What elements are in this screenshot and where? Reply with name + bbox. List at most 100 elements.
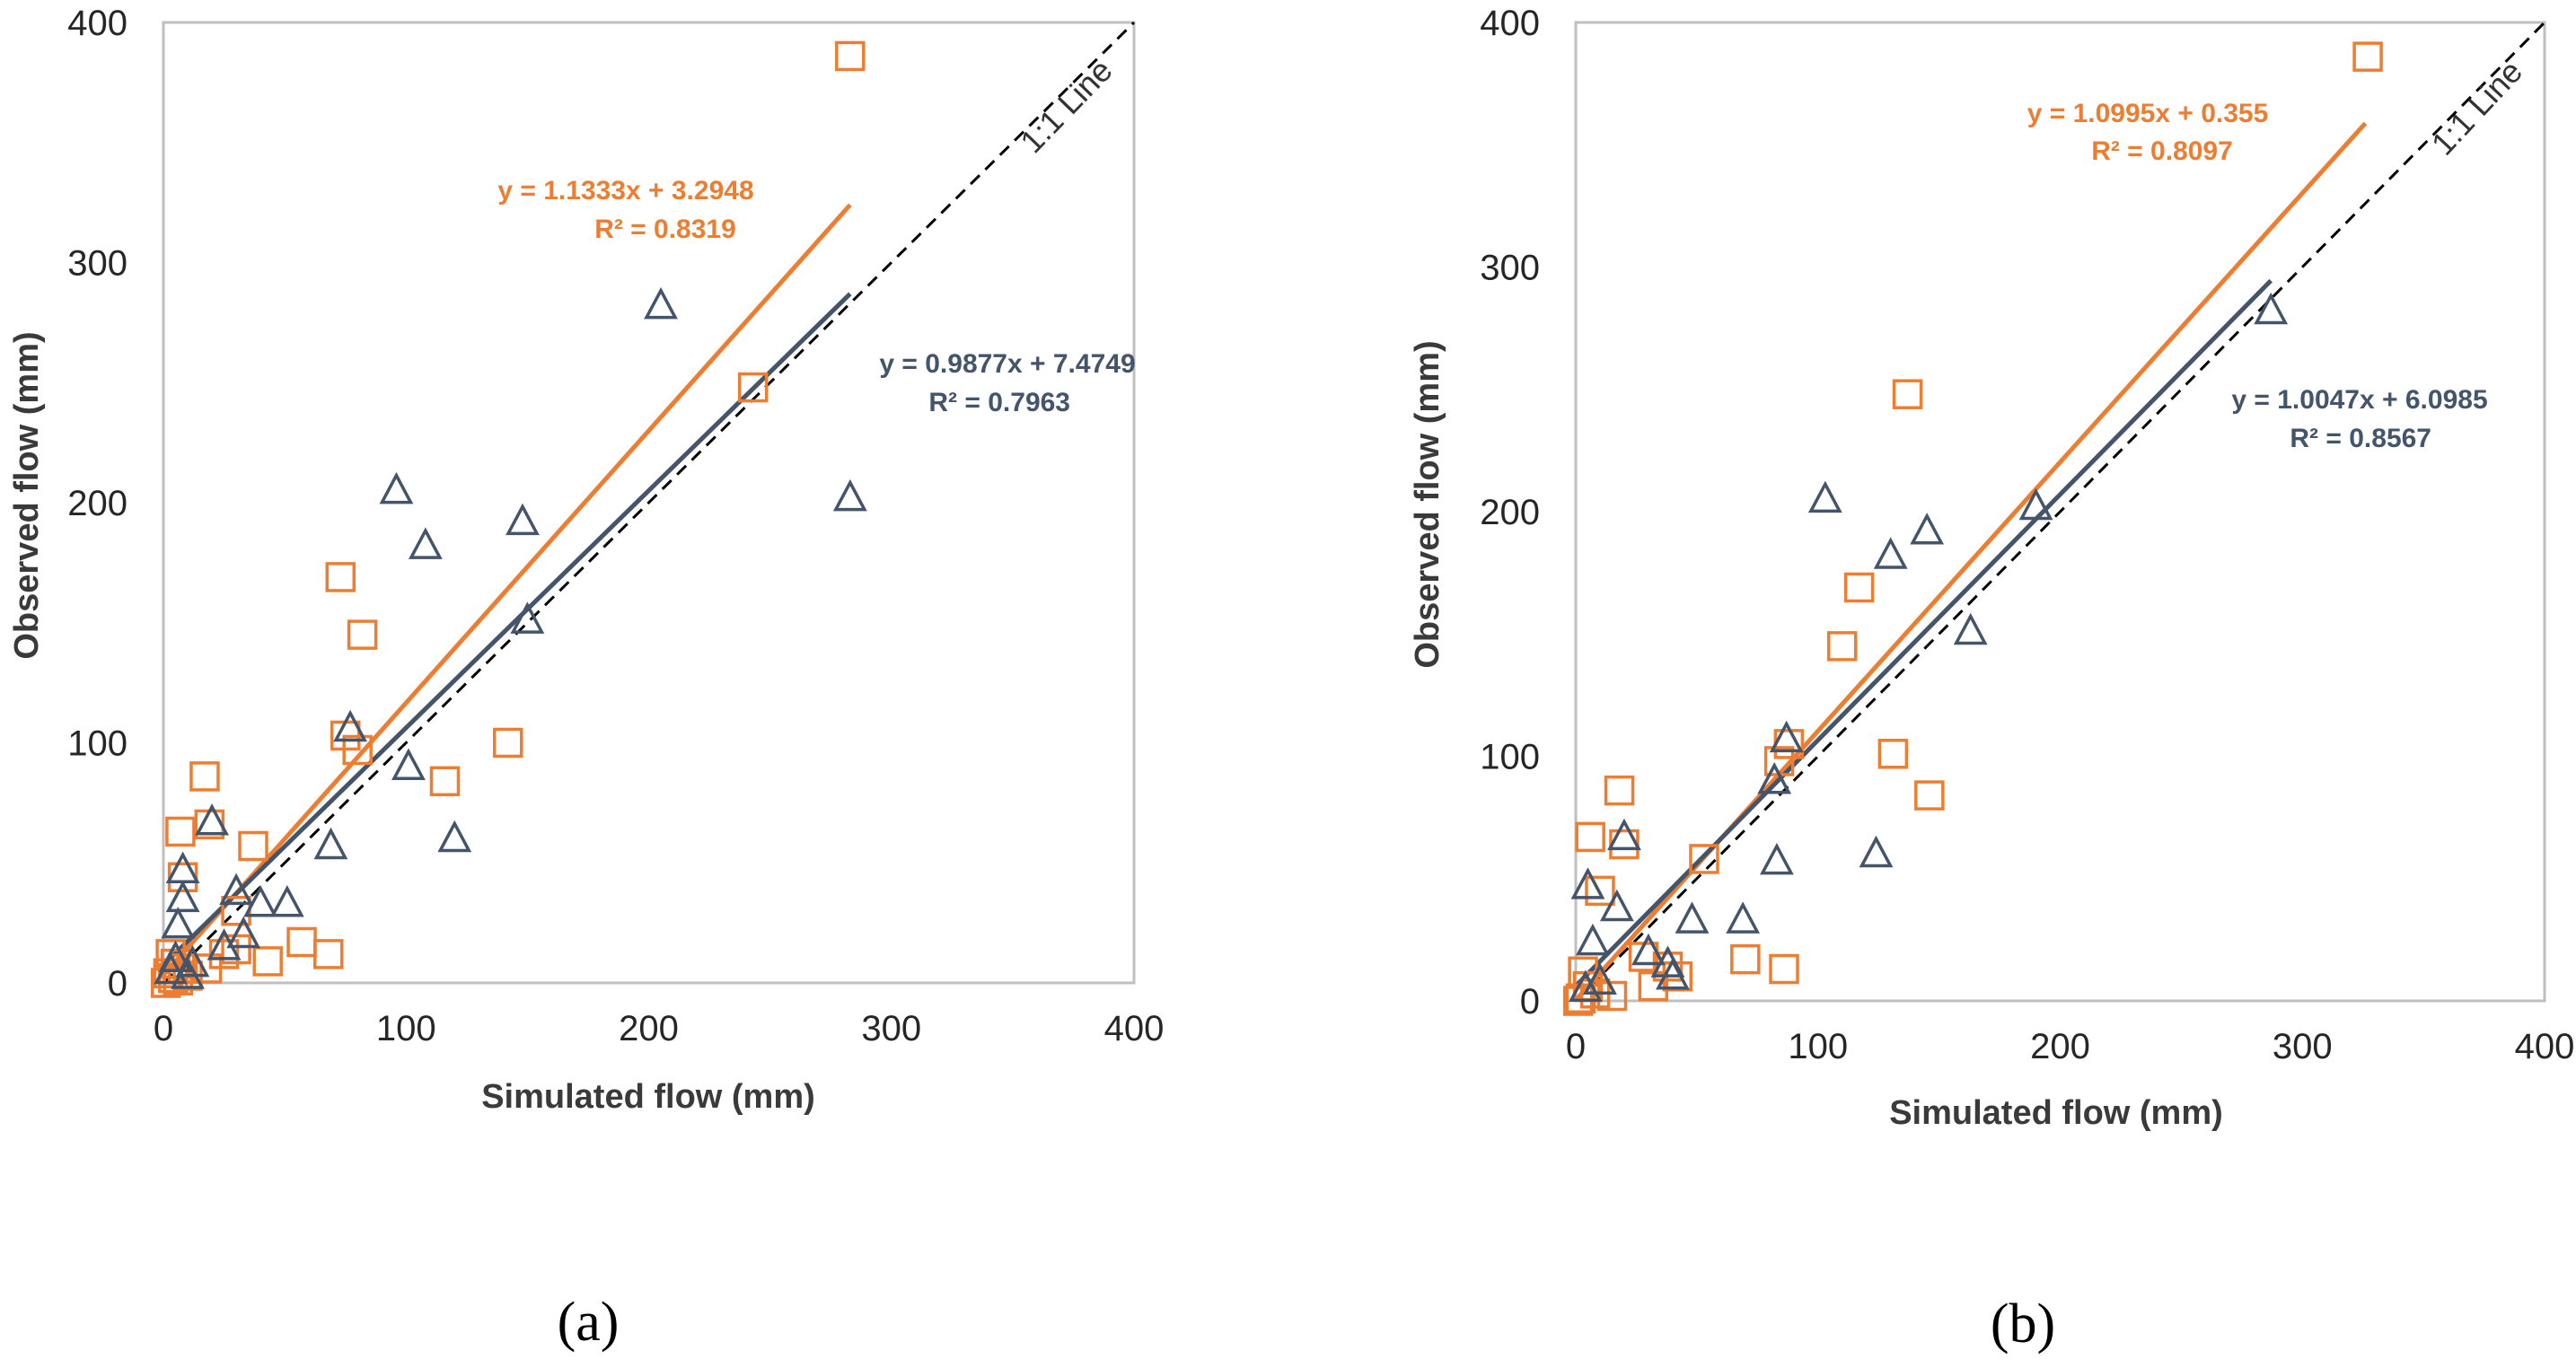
y-tick-label: 400 <box>1480 4 1540 43</box>
data-point-triangle <box>437 820 472 853</box>
data-point-triangle <box>219 873 253 906</box>
y-tick-label: 0 <box>108 964 127 1004</box>
x-tick-label: 100 <box>376 1009 436 1048</box>
data-point-triangle <box>1807 480 1842 513</box>
data-point-square <box>493 727 523 759</box>
x-tick-label: 400 <box>1104 1009 1165 1048</box>
data-point-triangle <box>1570 867 1605 899</box>
data-point-triangle <box>195 803 229 836</box>
data-point-square <box>1877 739 1909 769</box>
data-point-triangle <box>175 944 210 978</box>
data-point-square <box>1689 844 1719 874</box>
data-point-square <box>1769 953 1799 985</box>
data-point-triangle <box>1631 933 1666 966</box>
data-point-square <box>2352 41 2383 72</box>
data-point-square <box>835 40 866 72</box>
data-point-triangle <box>226 916 261 949</box>
data-point-triangle <box>1655 958 1690 990</box>
data-point-square <box>1575 821 1605 853</box>
data-point-square <box>342 734 373 766</box>
data-point-triangle <box>1575 923 1610 956</box>
data-point-triangle <box>1873 537 1908 569</box>
y-tick-label: 100 <box>67 724 127 764</box>
x-tick-label: 300 <box>2273 1027 2333 1066</box>
data-point-square <box>189 761 220 792</box>
equation-triangles: y = 0.9877x + 7.4749 <box>879 349 1135 379</box>
r2-triangles: R² = 0.7963 <box>928 388 1070 417</box>
data-point-triangle <box>2254 292 2289 325</box>
r2-squares: R² = 0.8097 <box>2091 136 2233 166</box>
data-point-square <box>286 926 317 958</box>
data-point-triangle <box>510 601 545 634</box>
y-tick-label: 200 <box>67 484 127 523</box>
data-point-triangle <box>1757 762 1792 794</box>
chart-panel-a: 0 100 200 300 400 0 100 200 300 400 1:1 … <box>8 4 1164 1353</box>
x-tick-label: 0 <box>154 1009 173 1048</box>
one-to-one-label: 1:1 Line <box>2424 53 2529 162</box>
data-point-triangle <box>1769 720 1804 753</box>
data-point-triangle <box>207 928 242 960</box>
y-tick-label: 200 <box>1480 493 1540 532</box>
data-point-square <box>1585 875 1615 907</box>
data-point-triangle <box>333 709 368 742</box>
equation-triangles: y = 1.0047x + 6.0985 <box>2231 385 2487 415</box>
equation-squares: y = 1.0995x + 0.355 <box>2027 99 2269 128</box>
x-tick-label: 0 <box>1566 1027 1586 1066</box>
data-point-triangle <box>165 851 200 884</box>
data-point-triangle <box>1568 969 1603 1003</box>
trendline-triangles <box>1574 278 2273 988</box>
data-point-triangle <box>832 478 867 512</box>
data-point-triangle <box>1583 962 1617 995</box>
r2-triangles: R² = 0.8567 <box>2290 424 2431 453</box>
data-point-triangle <box>506 503 540 536</box>
data-point-triangle <box>243 885 278 917</box>
data-point-triangle <box>161 907 196 939</box>
plot-frame <box>1574 21 2546 1003</box>
data-point-triangle <box>2018 487 2053 521</box>
data-point-square <box>325 562 356 592</box>
data-point-triangle <box>379 471 414 504</box>
data-point-triangle <box>1759 842 1794 875</box>
y-tick-label: 400 <box>67 4 127 43</box>
data-point-square <box>347 619 378 650</box>
x-axis-title: Simulated flow (mm) <box>1889 1094 2223 1132</box>
data-point-square <box>737 372 769 403</box>
chart-panel-b: 0 100 200 300 400 0 100 200 300 400 1:1 … <box>1409 4 2574 1355</box>
data-point-triangle <box>1953 612 1988 645</box>
data-point-square <box>1604 775 1635 806</box>
plot-frame <box>162 21 1136 985</box>
equation-squares: y = 1.1333x + 3.2948 <box>497 176 753 206</box>
data-point-square <box>252 946 283 977</box>
x-tick-label: 200 <box>619 1009 679 1048</box>
data-point-triangle <box>313 827 348 860</box>
data-point-square <box>429 766 461 797</box>
data-point-square <box>165 816 196 847</box>
x-tick-label: 400 <box>2515 1027 2575 1066</box>
data-point-triangle <box>165 880 200 913</box>
x-tick-label: 300 <box>861 1009 921 1048</box>
data-point-triangle <box>1859 835 1894 868</box>
data-point-triangle <box>1675 901 1710 934</box>
data-point-triangle <box>1726 901 1761 934</box>
data-point-square <box>1826 631 1858 662</box>
y-tick-label: 300 <box>67 244 127 284</box>
y-tick-label: 300 <box>1480 249 1540 288</box>
one-to-one-line <box>162 21 1136 985</box>
one-to-one-label: 1:1 Line <box>1013 52 1119 161</box>
data-point-square <box>238 830 268 862</box>
data-point-triangle <box>408 527 443 559</box>
data-point-square <box>313 939 344 969</box>
data-point-triangle <box>1599 889 1634 922</box>
y-tick-label: 100 <box>1480 738 1540 777</box>
x-axis-title: Simulated flow (mm) <box>481 1078 815 1116</box>
data-point-triangle <box>644 286 678 320</box>
data-point-triangle <box>154 951 189 985</box>
data-point-triangle <box>1910 513 1945 545</box>
data-point-square <box>1843 572 1875 603</box>
data-point-square <box>1638 970 1669 1002</box>
trendline-triangles <box>162 292 852 967</box>
data-point-square <box>1730 943 1761 975</box>
y-axis-title: Observed flow (mm) <box>1409 340 1446 668</box>
panel-label-b: (b) <box>1991 1293 2055 1355</box>
data-point-triangle <box>391 748 426 780</box>
